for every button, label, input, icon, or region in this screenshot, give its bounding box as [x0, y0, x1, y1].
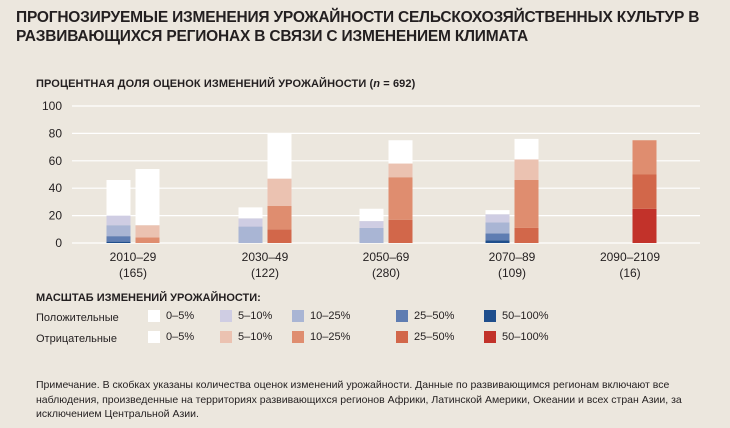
legend-item-positive: 50–100%	[484, 310, 549, 322]
chart-title: ПРОГНОЗИРУЕМЫЕ ИЗМЕНЕНИЯ УРОЖАЙНОСТИ СЕЛ…	[16, 9, 700, 45]
legend-item-positive: 25–50%	[396, 310, 454, 322]
legend-item-negative: 50–100%	[484, 331, 549, 343]
legend-swatch	[396, 310, 408, 322]
legend-negative-label: Отрицательные	[36, 333, 117, 345]
bar-segment-positive	[485, 214, 510, 223]
bar-segment-positive	[106, 215, 131, 226]
bar-segment-positive	[485, 210, 510, 215]
x-tick-label: 2090–2109	[600, 250, 660, 264]
bar-segment-negative	[388, 219, 413, 243]
legend-positive-label: Положительные	[36, 312, 119, 324]
legend-label: 50–100%	[502, 310, 549, 322]
y-tick-label: 80	[49, 126, 63, 140]
legend-item-negative: 5–10%	[220, 331, 272, 343]
x-tick-count: (165)	[119, 266, 147, 280]
bar-segment-negative	[632, 140, 657, 175]
bar-segment-negative	[135, 225, 160, 238]
legend-label: 0–5%	[166, 310, 195, 322]
legend-swatch	[220, 310, 232, 322]
bar-segment-positive	[359, 208, 384, 222]
legend-label: 0–5%	[166, 331, 195, 343]
legend-label: 25–50%	[414, 310, 455, 322]
x-tick-label: 2010–29	[110, 250, 157, 264]
bar-segment-negative	[514, 227, 539, 243]
legend-item-positive: 0–5%	[148, 310, 194, 322]
bar-segment-positive	[106, 241, 131, 243]
bar-segment-negative	[135, 237, 160, 243]
legend-label: 10–25%	[310, 310, 351, 322]
legend-item-negative: 25–50%	[396, 331, 454, 343]
legend-label: 5–10%	[238, 310, 273, 322]
bar-segment-positive	[485, 222, 510, 234]
bar-segment-positive	[238, 207, 263, 219]
legend-swatch	[148, 310, 160, 322]
bar-segment-negative	[135, 169, 160, 226]
legend-swatch	[292, 310, 304, 322]
legend-label: 10–25%	[310, 331, 351, 343]
legend-item-positive: 5–10%	[220, 310, 272, 322]
bar-segment-negative	[514, 159, 539, 180]
bar-segment-positive	[106, 179, 131, 216]
bar-segment-negative	[388, 163, 413, 178]
legend-swatch	[484, 331, 496, 343]
bar-segment-negative	[388, 140, 413, 164]
x-tick-label: 2050–69	[363, 250, 410, 264]
stacked-bar-chart: 0 20 40 60 80 100 2010–29 (165) 2030–49 (122) 2050…	[42, 99, 700, 280]
x-tick-count: (16)	[619, 266, 640, 280]
y-axis-label-n: n	[373, 78, 381, 90]
y-axis-label-prefix: ПРОЦЕНТНАЯ ДОЛЯ ОЦЕНОК ИЗМЕНЕНИЙ УРОЖАЙН…	[36, 78, 374, 90]
bar-segment-positive	[106, 236, 131, 242]
legend-swatch	[484, 310, 496, 322]
bar-segment-negative	[267, 178, 292, 207]
legend-swatch	[292, 331, 304, 343]
legend-label: 25–50%	[414, 331, 455, 343]
y-tick-label: 0	[55, 236, 62, 250]
bar-segment-negative	[514, 179, 539, 228]
x-tick-label: 2070–89	[489, 250, 536, 264]
bar-segment-positive	[485, 240, 510, 243]
y-tick-label: 100	[42, 99, 62, 113]
y-tick-label: 60	[49, 154, 63, 168]
bar-segment-positive	[359, 221, 384, 228]
bar-segment-positive	[485, 233, 510, 241]
y-axis-label-suffix: = 692)	[380, 78, 416, 90]
legend-item-negative: 0–5%	[148, 331, 194, 343]
bar-segment-negative	[388, 177, 413, 220]
footnote: Примечание. В скобках указаны количества…	[36, 379, 682, 420]
bar-segment-negative	[267, 133, 292, 179]
y-axis-label: ПРОЦЕНТНАЯ ДОЛЯ ОЦЕНОК ИЗМЕНЕНИЙ УРОЖАЙН…	[36, 78, 415, 90]
legend-item-negative: 10–25%	[292, 331, 350, 343]
bar-segment-positive	[359, 227, 384, 243]
bar-segment-negative	[267, 206, 292, 230]
legend-swatch	[220, 331, 232, 343]
legend-swatch	[396, 331, 408, 343]
y-tick-label: 40	[49, 181, 63, 195]
legend-swatch	[148, 331, 160, 343]
x-tick-count: (122)	[251, 266, 279, 280]
bar-segment-positive	[238, 218, 263, 227]
bar-segment-negative	[632, 208, 657, 243]
x-tick-count: (280)	[372, 266, 400, 280]
bar-segment-negative	[514, 138, 539, 160]
legend-label: 50–100%	[502, 331, 549, 343]
legend-item-positive: 10–25%	[292, 310, 350, 322]
legend-title: МАСШТАБ ИЗМЕНЕНИЙ УРОЖАЙНОСТИ:	[36, 292, 261, 304]
x-tick-label: 2030–49	[242, 250, 289, 264]
x-tick-count: (109)	[498, 266, 526, 280]
legend-label: 5–10%	[238, 331, 273, 343]
bar-segment-negative	[632, 174, 657, 209]
bar-segment-positive	[238, 226, 263, 243]
bar-segment-negative	[267, 229, 292, 243]
bar-segment-positive	[106, 225, 131, 237]
y-tick-label: 20	[49, 209, 63, 223]
